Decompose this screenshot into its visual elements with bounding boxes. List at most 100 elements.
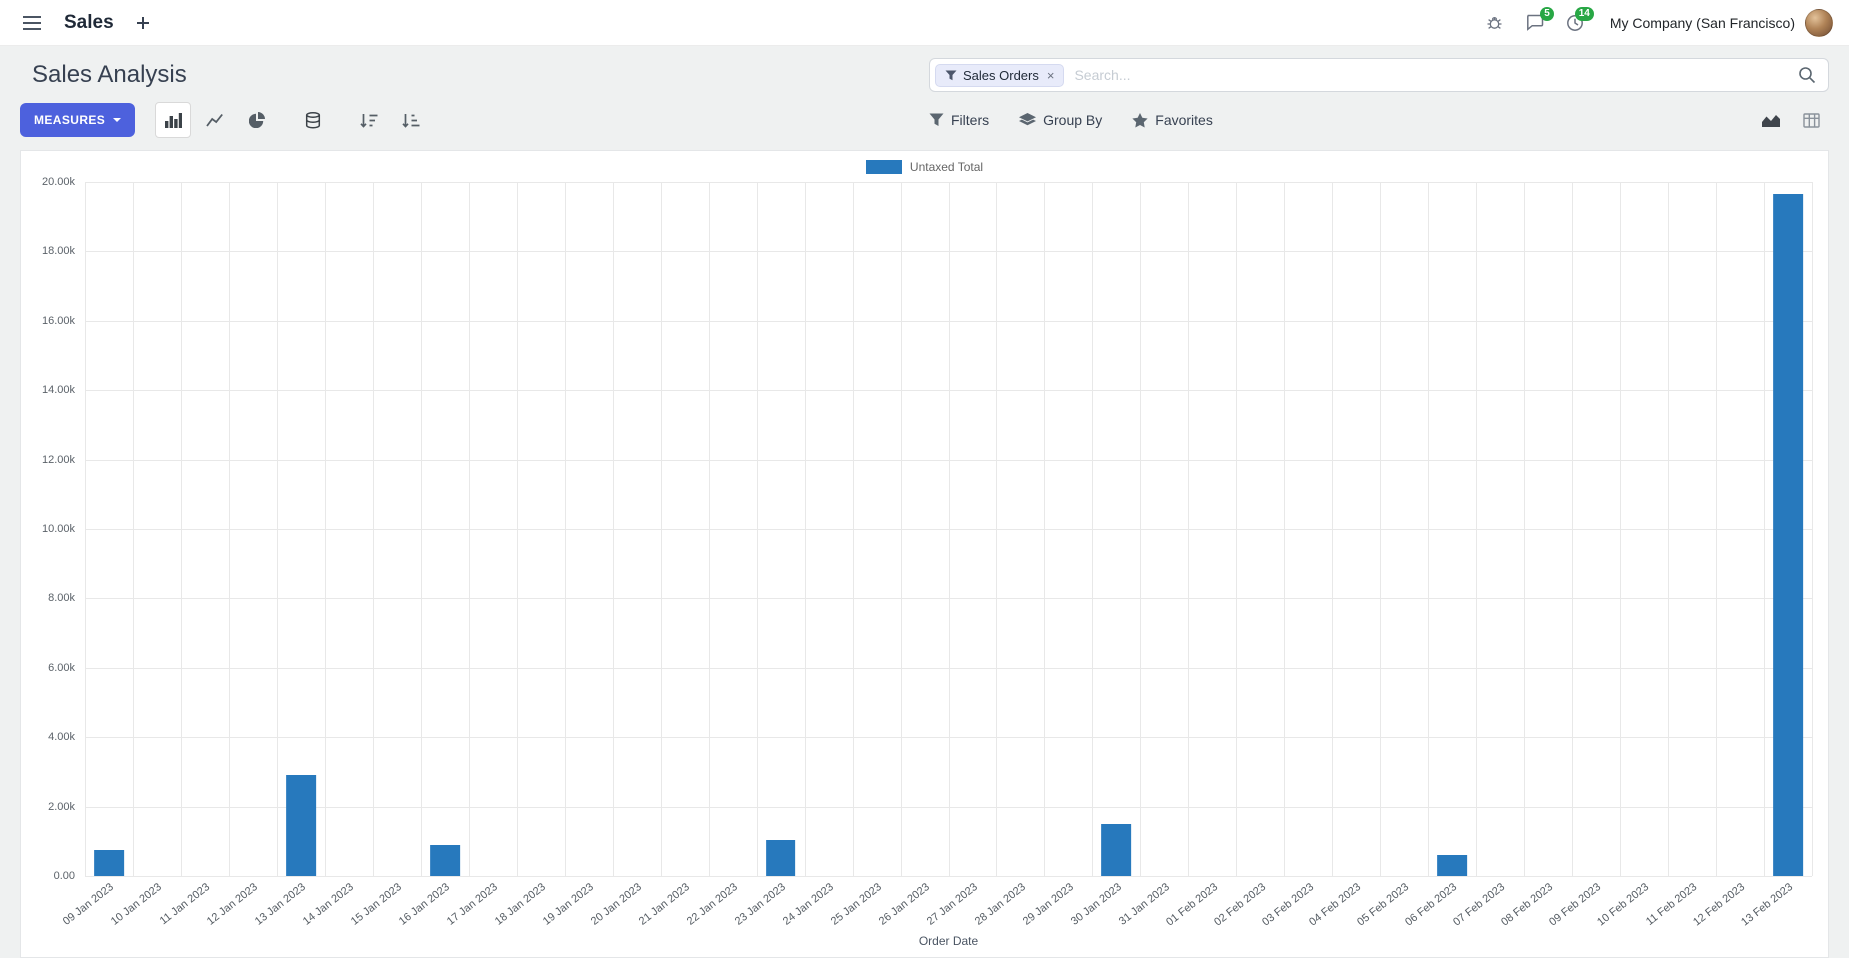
x-axis: 09 Jan 2023 10 Jan 2023 11 Jan 2023 12 Jan …: [61, 876, 1812, 932]
sort-descending-button[interactable]: [351, 102, 387, 138]
filter-facet-icon: [945, 70, 957, 81]
x-axis-label: 25 Jan 2023: [828, 881, 884, 928]
line-chart-button[interactable]: [197, 102, 233, 138]
gridline-vertical: [1668, 182, 1670, 876]
gridline-vertical: [372, 182, 374, 876]
search-bar[interactable]: Sales Orders ×: [929, 58, 1829, 92]
chart-legend[interactable]: Untaxed Total: [21, 151, 1828, 176]
legend-swatch: [865, 160, 902, 174]
systray: 5 14 My Company (San Francisco): [1480, 6, 1833, 38]
measures-label: MEASURES: [34, 113, 106, 127]
y-axis-label: 2.00k: [48, 800, 75, 813]
bar[interactable]: [286, 775, 316, 876]
page-title: Sales Analysis: [32, 61, 187, 88]
x-axis-label: 15 Jan 2023: [349, 881, 405, 928]
gridline-vertical: [612, 182, 614, 876]
bar[interactable]: [94, 849, 124, 876]
y-axis-label: 10.00k: [41, 523, 75, 535]
gridline-vertical: [804, 182, 806, 876]
gridline-horizontal: [85, 876, 1812, 877]
toolbar-row: MEASURES: [20, 102, 1829, 138]
view-switcher: [1753, 102, 1829, 138]
gridline-vertical: [1812, 182, 1813, 876]
app-name[interactable]: Sales: [64, 11, 114, 33]
plot-area: 0.00 2.00k 4.00k 6.00k 8.00k 10.00k 12.00k 14.0…: [42, 176, 1813, 882]
x-axis-label: 08 Feb 2023: [1499, 881, 1556, 929]
bar[interactable]: [1773, 194, 1803, 876]
graph-view-button[interactable]: [1753, 102, 1789, 138]
search-facet[interactable]: Sales Orders ×: [935, 63, 1065, 87]
gridline-vertical: [1716, 182, 1718, 876]
funnel-icon: [929, 113, 944, 127]
avatar: [1805, 8, 1833, 37]
bar-chart-button[interactable]: [155, 102, 192, 138]
x-axis-label: 03 Feb 2023: [1259, 881, 1316, 929]
x-axis-label: 17 Jan 2023: [445, 881, 501, 928]
gridline-vertical: [180, 182, 182, 876]
gridline-vertical: [1140, 182, 1142, 876]
bar[interactable]: [429, 844, 460, 876]
stacked-button[interactable]: [295, 102, 331, 138]
bar[interactable]: [1101, 823, 1132, 876]
layers-icon: [1019, 113, 1037, 127]
bar[interactable]: [765, 839, 796, 876]
favorites-label: Favorites: [1155, 112, 1213, 128]
company-name: My Company (San Francisco): [1609, 14, 1795, 31]
legend-label: Untaxed Total: [909, 160, 984, 174]
y-axis-label: 4.00k: [48, 731, 75, 744]
sort-ascending-button[interactable]: [393, 102, 429, 138]
gridline-vertical: [1476, 182, 1478, 876]
gridline-vertical: [996, 182, 998, 876]
x-axis-label: 13 Feb 2023: [1739, 881, 1796, 929]
gridline-vertical: [1044, 182, 1046, 876]
filters-label: Filters: [951, 112, 990, 128]
x-axis-label: 31 Jan 2023: [1116, 881, 1172, 928]
x-axis-label: 24 Jan 2023: [780, 881, 836, 928]
filters-button[interactable]: Filters: [929, 112, 989, 128]
x-axis-label: 13 Jan 2023: [253, 881, 309, 928]
pie-chart-button[interactable]: [239, 102, 275, 138]
x-axis-label: 05 Feb 2023: [1355, 881, 1412, 929]
x-axis-label: 12 Jan 2023: [205, 881, 261, 928]
pivot-view-button[interactable]: [1793, 102, 1829, 138]
search-icon[interactable]: [1790, 62, 1824, 88]
messages-button[interactable]: 5: [1519, 7, 1554, 37]
top-navbar: Sales 5 14 My Company (San Francisco): [0, 0, 1849, 46]
x-axis-label: 30 Jan 2023: [1068, 881, 1124, 928]
gridline-vertical: [1620, 182, 1622, 876]
gridline-vertical: [85, 182, 86, 876]
gridline-vertical: [1380, 182, 1382, 876]
gridline-vertical: [564, 182, 566, 876]
gridline-vertical: [420, 182, 422, 876]
x-axis-label: 18 Jan 2023: [493, 881, 549, 928]
x-axis-label: 02 Feb 2023: [1211, 881, 1268, 929]
activities-badge: 14: [1574, 6, 1594, 21]
y-axis-label: 20.00k: [41, 176, 75, 188]
activities-button[interactable]: 14: [1560, 6, 1594, 38]
gridline-vertical: [948, 182, 950, 876]
gridline-vertical: [228, 182, 230, 876]
group-by-button[interactable]: Group By: [1019, 112, 1102, 128]
y-axis-label: 0.00: [53, 870, 75, 882]
user-menu[interactable]: My Company (San Francisco): [1600, 8, 1833, 37]
facet-remove-icon[interactable]: ×: [1046, 67, 1055, 83]
gridline-vertical: [324, 182, 326, 876]
measures-button[interactable]: MEASURES: [20, 103, 136, 137]
x-axis-label: 06 Feb 2023: [1403, 881, 1460, 929]
gridline-vertical: [1284, 182, 1286, 876]
x-axis-label: 09 Jan 2023: [61, 881, 117, 928]
plus-icon[interactable]: [130, 10, 156, 36]
x-axis-label: 19 Jan 2023: [540, 881, 597, 928]
menu-icon[interactable]: [16, 9, 48, 37]
bar[interactable]: [1437, 854, 1468, 876]
gridline-vertical: [1428, 182, 1430, 876]
chart-toolbar: MEASURES: [20, 102, 429, 138]
debug-icon[interactable]: [1480, 8, 1509, 37]
search-input[interactable]: [1064, 67, 1790, 83]
x-axis-label: 29 Jan 2023: [1020, 881, 1076, 928]
gridline-vertical: [660, 182, 662, 876]
gridline-vertical: [1188, 182, 1190, 876]
favorites-button[interactable]: Favorites: [1132, 112, 1213, 128]
gridline-vertical: [1764, 182, 1766, 876]
gridline-vertical: [852, 182, 854, 876]
